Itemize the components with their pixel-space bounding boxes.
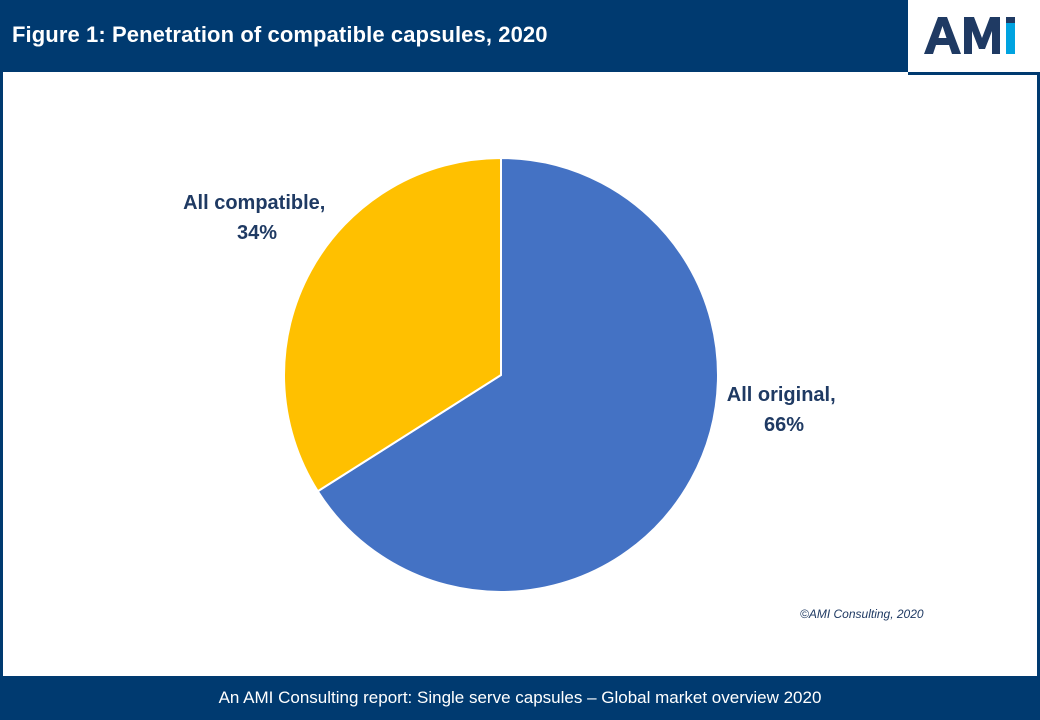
slice-all-compatible — [283, 156, 502, 493]
footer-bar: An AMI Consulting report: Single serve c… — [0, 676, 1040, 720]
figure-title: Figure 1: Penetration of compatible caps… — [12, 22, 548, 47]
label-all-original: All original, 66% — [727, 384, 841, 436]
slice-all-original — [316, 156, 719, 593]
ami-logo — [908, 0, 1040, 72]
footer-text: An AMI Consulting report: Single serve c… — [218, 688, 822, 707]
ami-logo-icon — [924, 17, 1015, 54]
label-all-compatible: All compatible, 34% — [183, 192, 331, 244]
pie-slices — [283, 156, 719, 593]
header-bar: Figure 1: Penetration of compatible caps… — [0, 0, 908, 72]
logo-underline — [908, 72, 1040, 75]
frame-right-border — [1037, 72, 1040, 676]
frame-left-border — [0, 72, 3, 676]
copyright-note: ©AMI Consulting, 2020 — [800, 607, 924, 621]
